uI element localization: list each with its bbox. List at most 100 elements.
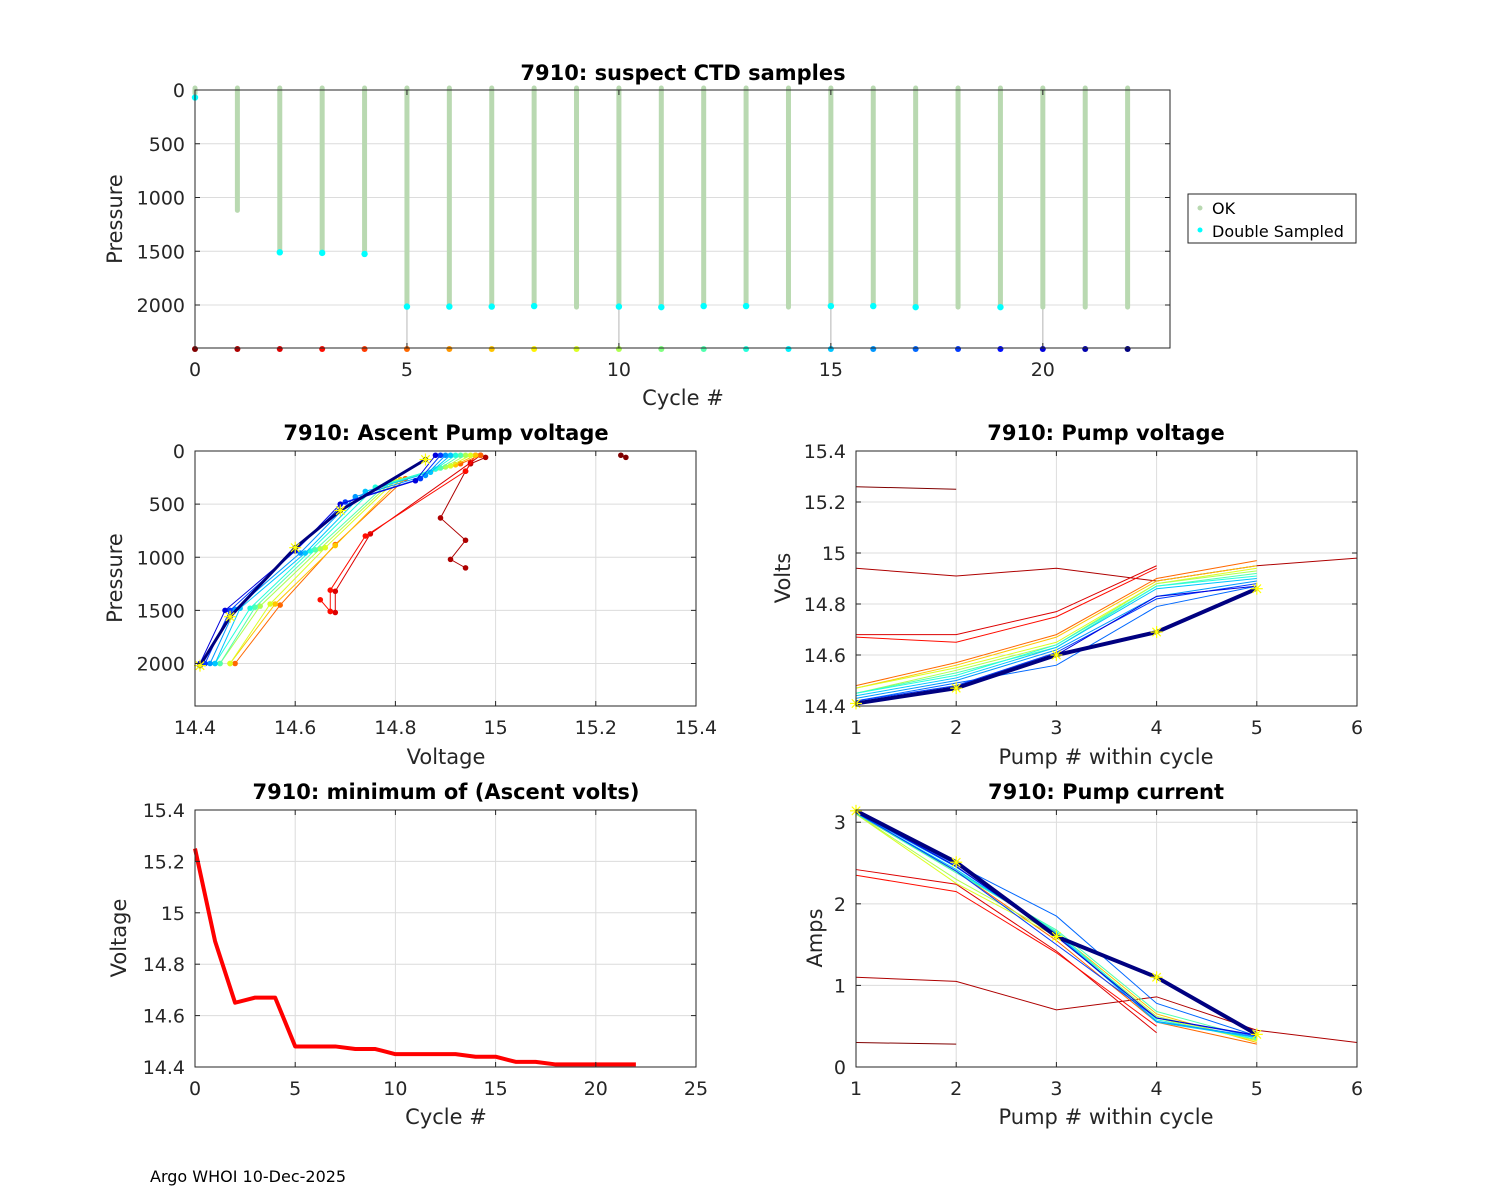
double-sampled-marker	[318, 249, 326, 257]
ascent-point	[312, 547, 319, 553]
ascent-series-line	[214, 454, 456, 664]
highlight-star-marker	[1050, 649, 1063, 661]
x-tick-label: 6	[1351, 717, 1363, 739]
x-tick-label: 4	[1151, 717, 1163, 739]
star-stroke	[1252, 584, 1262, 594]
cycle-color-marker	[870, 346, 877, 352]
ascent-point	[322, 544, 329, 551]
ascent-point	[452, 452, 459, 459]
y-tick-label: 0	[834, 1057, 846, 1079]
legend-ok-marker	[1197, 205, 1203, 211]
cycle-color-marker	[319, 346, 326, 352]
ascent-point	[227, 607, 233, 614]
ascent-point	[412, 477, 419, 484]
y-axis-label: Volts	[771, 553, 795, 604]
ascent-point	[442, 452, 449, 459]
ascent-point	[472, 452, 479, 459]
star-stroke	[951, 683, 961, 693]
y-tick-label: 15.4	[804, 441, 846, 463]
y-tick-label: 1000	[137, 188, 185, 210]
x-tick-label: 3	[1050, 1078, 1062, 1100]
legend-box	[1187, 193, 1357, 244]
cycle-color-marker	[912, 346, 919, 352]
ascent-point	[247, 605, 253, 612]
y-axis-label: Pressure	[103, 174, 127, 264]
double-sampled-marker	[446, 303, 453, 310]
ascent-series-line	[209, 454, 446, 664]
highlight-star-marker	[1250, 1028, 1263, 1041]
ascent-point	[477, 452, 484, 459]
ascent-point	[272, 601, 278, 607]
y-tick-label: 14.6	[804, 645, 846, 667]
ascent-series-line	[234, 454, 481, 664]
panel-ascent-pump-voltage: 14.4 14.6 14.8 15 15.2 15.4 0 500 1000 1500 2000 7…	[103, 421, 717, 769]
axes-box	[855, 450, 1358, 707]
double-sampled-marker	[276, 249, 283, 256]
ascent-point	[467, 452, 474, 459]
star-stroke	[951, 857, 961, 867]
legend-ok-label: OK	[1212, 199, 1236, 218]
star-stroke	[335, 505, 345, 516]
x-axis-label: Pump # within cycle	[999, 745, 1214, 769]
ascent-point	[222, 607, 228, 614]
highlight-star-marker	[950, 856, 963, 869]
ascent-point	[332, 542, 339, 549]
x-tick-label: 5	[401, 359, 413, 381]
x-tick-label: 20	[1031, 359, 1055, 381]
pump-series-line	[855, 578, 1257, 697]
x-tick-label: 25	[684, 1078, 708, 1100]
highlight-star-marker	[419, 453, 432, 466]
y-tick-label: 15.2	[143, 851, 185, 873]
highlight-star-marker	[1150, 971, 1163, 984]
ascent-point	[337, 501, 344, 507]
ascent-series-line	[214, 454, 451, 664]
ascent-point	[432, 466, 439, 472]
x-tick-label: 10	[383, 1078, 407, 1100]
y-tick-label: 0	[173, 80, 185, 102]
ascent-point	[462, 452, 469, 459]
x-axis-label: Cycle #	[405, 1105, 487, 1129]
ascent-point	[267, 601, 273, 607]
x-tick-label: 4	[1151, 1078, 1163, 1100]
cycle-color-marker	[1082, 346, 1089, 352]
y-axis-label: Pressure	[103, 533, 127, 623]
ascent-point	[427, 469, 434, 476]
ascent-point	[227, 660, 233, 667]
x-tick-label: 0	[189, 1078, 201, 1100]
star-stroke	[420, 454, 431, 465]
highlight-star-marker	[334, 504, 347, 517]
double-sampled-marker	[615, 303, 623, 310]
ascent-point	[332, 588, 339, 595]
x-tick-label: 15	[819, 359, 843, 381]
pump-series-line	[855, 557, 1358, 582]
y-tick-label: 2000	[137, 654, 185, 676]
ascent-series-line	[439, 456, 486, 569]
x-tick-label: 14.6	[274, 717, 316, 739]
y-tick-label: 14.8	[804, 594, 846, 616]
ascent-point	[462, 537, 469, 544]
x-tick-label: 0	[189, 359, 201, 381]
double-sampled-marker	[658, 303, 665, 311]
double-sampled-marker	[997, 303, 1004, 311]
x-tick-label: 5	[1251, 1078, 1263, 1100]
pump-series-line	[855, 565, 1257, 689]
star-stroke	[1252, 1029, 1262, 1039]
pump-series-line	[855, 1042, 957, 1045]
y-tick-label: 1500	[137, 241, 185, 263]
double-sampled-marker	[827, 302, 835, 310]
ascent-point	[447, 452, 454, 459]
y-tick-label: 15	[822, 543, 846, 565]
cycle-color-marker	[361, 346, 368, 352]
cycle-color-marker	[531, 346, 538, 352]
ascent-point	[277, 602, 283, 608]
double-sampled-marker	[361, 250, 368, 258]
double-sampled-marker	[912, 303, 919, 311]
ascent-point	[302, 550, 309, 556]
chart-title: 7910: Ascent Pump voltage	[283, 421, 608, 445]
x-tick-label: 20	[584, 1078, 608, 1100]
ascent-point	[362, 533, 369, 539]
cycle-color-marker	[446, 346, 453, 352]
double-sampled-marker	[403, 303, 411, 310]
cycle-color-marker	[955, 346, 962, 352]
